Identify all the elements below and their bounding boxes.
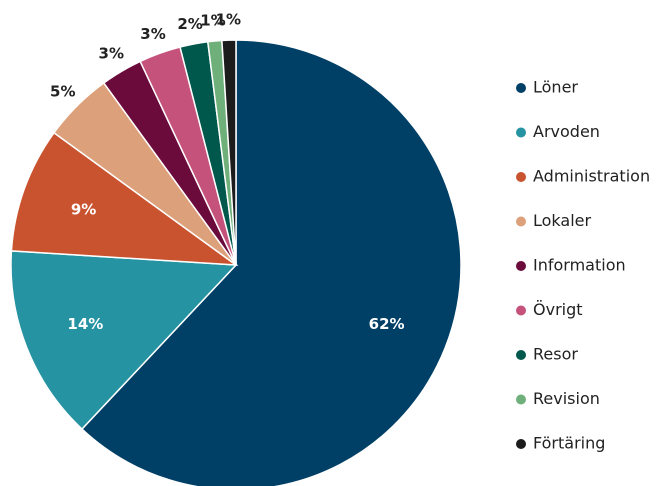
legend-label: Förtäring <box>533 434 605 453</box>
legend-label: Övrigt <box>533 300 583 319</box>
pie-slice <box>221 39 237 266</box>
legend-label: Administration <box>533 167 650 186</box>
legend-swatch <box>516 127 526 138</box>
legend-label: Information <box>533 256 626 275</box>
pie-slice <box>10 131 239 266</box>
legend-label: Arvoden <box>533 122 600 141</box>
legend-label: Resor <box>533 345 578 364</box>
legend-label: Lokaler <box>533 211 592 230</box>
legend-swatch <box>516 439 526 449</box>
legend-swatch <box>516 216 526 227</box>
data-label: 1% <box>216 11 241 29</box>
legend-swatch <box>516 350 526 360</box>
legend-label: Revision <box>533 389 600 408</box>
data-label: 5% <box>50 82 75 100</box>
data-label: 2% <box>177 15 202 33</box>
data-label: 14% <box>67 315 103 333</box>
data-label: 1% <box>200 12 225 30</box>
data-label: 9% <box>71 201 96 219</box>
legend-label: Löner <box>533 78 578 97</box>
legend-swatch <box>516 394 526 405</box>
data-label: 3% <box>140 25 165 43</box>
data-label: 62% <box>369 315 405 333</box>
pie-slice <box>80 39 462 486</box>
legend-swatch <box>516 305 526 316</box>
data-label: 3% <box>99 45 124 63</box>
legend-swatch <box>516 83 526 93</box>
legend-swatch <box>516 172 526 182</box>
legend-swatch <box>516 261 526 271</box>
pie-slice <box>10 250 238 431</box>
